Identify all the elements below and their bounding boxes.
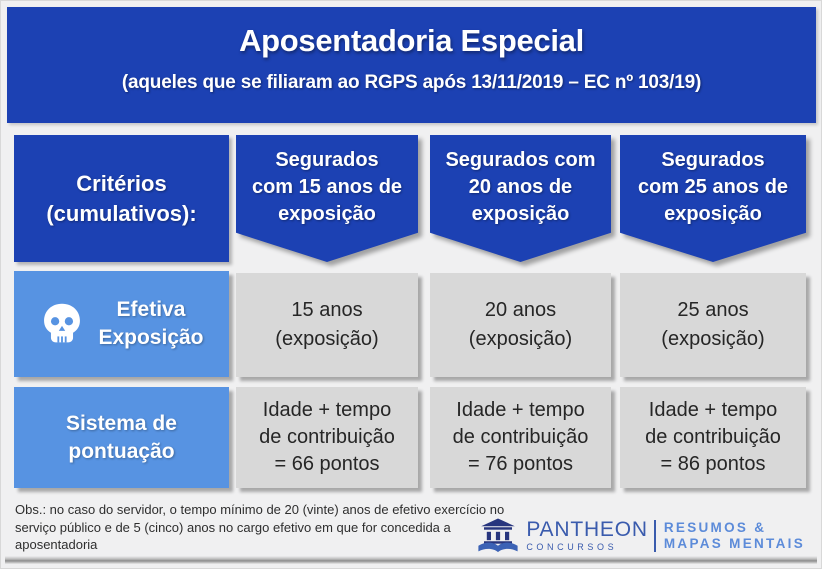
row-label-efetiva-exposicao: Efetiva Exposição	[14, 271, 229, 377]
banner-line: exposição	[278, 203, 376, 225]
skull-icon	[39, 301, 85, 347]
table-cell-86-pontos: Idade + tempo de contribuição = 86 ponto…	[620, 387, 806, 488]
cell-line: (exposição)	[275, 328, 379, 350]
row-label-line: Efetiva	[116, 298, 186, 321]
cell-line: Idade + tempo	[456, 399, 585, 421]
brand-name: PANTHEON	[526, 518, 648, 541]
row-label-text: Sistema de pontuação	[66, 410, 177, 466]
table-cell-76-pontos: Idade + tempo de contribuição = 76 ponto…	[430, 387, 611, 488]
page-subtitle: (aqueles que se filiaram ao RGPS após 13…	[121, 72, 702, 93]
table-cell-66-pontos: Idade + tempo de contribuição = 66 ponto…	[236, 387, 418, 488]
banner-line: Segurados	[661, 149, 765, 171]
footer-note: Obs.: no caso do servidor, o tempo mínim…	[15, 501, 504, 554]
cell-line: (exposição)	[661, 328, 765, 350]
banner-line: exposição	[664, 203, 762, 225]
header-banner: Aposentadoria Especial (aqueles que se f…	[7, 7, 816, 123]
row-label-line: Exposição	[98, 326, 204, 349]
footer-note-line: aposentadoria	[15, 537, 98, 552]
page-title: Aposentadoria Especial	[239, 23, 584, 58]
cell-line: 15 anos	[291, 299, 363, 321]
cell-line: = 86 pontos	[660, 453, 766, 475]
brand-block: PANTHEON CONCURSOS	[526, 518, 648, 552]
cell-line: Idade + tempo	[648, 399, 778, 421]
pantheon-logo: PANTHEON CONCURSOS RESUMOS & MAPAS MENTA…	[477, 517, 805, 555]
pantheon-temple-book-icon	[477, 517, 519, 555]
bottom-shadow-divider	[5, 556, 817, 564]
row-label-line: Sistema de	[66, 411, 177, 435]
banner-line: Segurados	[275, 149, 379, 171]
cell-line: de contribuição	[452, 426, 589, 448]
brand-subname: CONCURSOS	[526, 542, 618, 552]
column-header-banner-25: Segurados com 25 anos de exposição	[620, 135, 806, 262]
logo-divider	[653, 520, 656, 552]
tagline-line: MAPAS MENTAIS	[663, 536, 805, 551]
cell-line: 20 anos	[484, 299, 557, 321]
banner-line: com 15 anos de	[251, 176, 403, 198]
cell-line: = 66 pontos	[274, 453, 380, 475]
row-label-sistema-pontuacao: Sistema de pontuação	[14, 387, 229, 488]
cell-line: de contribuição	[259, 426, 395, 448]
footer-note-line: Obs.: no caso do servidor, o tempo mínim…	[15, 502, 505, 517]
banner-line: Segurados com	[445, 149, 596, 171]
cell-line: (exposição)	[468, 328, 573, 350]
banner-line: 20 anos de	[468, 176, 573, 198]
tagline-line: RESUMOS &	[663, 520, 767, 535]
banner-line: exposição	[471, 203, 570, 225]
table-cell-25-anos: 25 anos (exposição)	[620, 273, 806, 377]
row-label-text: Efetiva Exposição	[98, 296, 203, 352]
cell-line: de contribuição	[645, 426, 781, 448]
column-header-banner-20: Segurados com 20 anos de exposição	[430, 135, 611, 262]
table-cell-15-anos: 15 anos (exposição)	[236, 273, 418, 377]
cell-line: 25 anos	[677, 299, 749, 321]
criteria-label-line: Critérios	[76, 170, 167, 196]
cell-line: Idade + tempo	[262, 399, 392, 421]
criteria-label-line: (cumulativos):	[46, 200, 197, 226]
column-header-banner-15: Segurados com 15 anos de exposição	[236, 135, 418, 262]
footer-note-line: serviço público e de 5 (cinco) anos no c…	[15, 519, 451, 535]
banner-line: com 25 anos de	[637, 176, 789, 198]
cell-line: = 76 pontos	[467, 453, 574, 475]
logo-tagline: RESUMOS & MAPAS MENTAIS	[664, 520, 805, 552]
row-label-line: pontuação	[68, 439, 175, 463]
criteria-header-cell: Critérios (cumulativos):	[14, 135, 229, 262]
table-cell-20-anos: 20 anos (exposição)	[430, 273, 611, 377]
